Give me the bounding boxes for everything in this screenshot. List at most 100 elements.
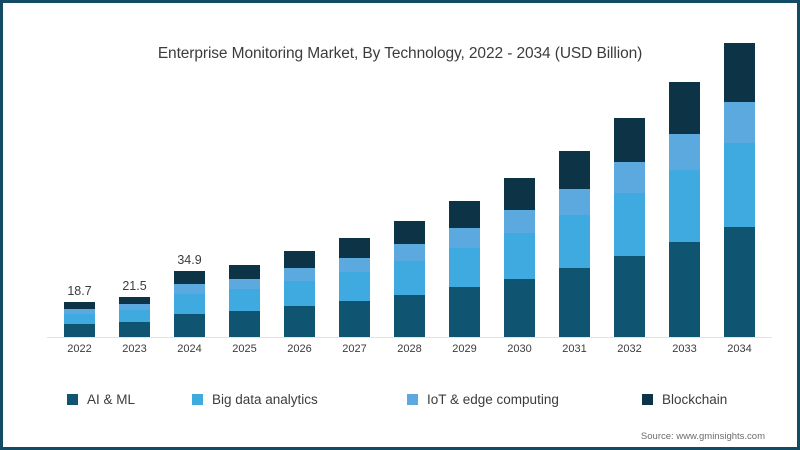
bar-segment: [724, 42, 755, 103]
x-axis: 2022 2023 2024 2025 2026 2027 2028 2029 2030 2031…: [52, 343, 767, 363]
x-axis-tick-label: 2030: [507, 343, 532, 355]
bar-column: [449, 200, 480, 337]
bar-segment: [229, 264, 260, 279]
legend-label: Blockchain: [662, 391, 728, 407]
bar-segment: [724, 227, 755, 337]
bar-column: [229, 264, 260, 337]
bar-segment: [669, 82, 700, 134]
bar-segment: [229, 278, 260, 290]
bar-segment: [174, 293, 205, 314]
bar-segment: [449, 247, 480, 288]
bar-column: [669, 82, 700, 337]
bar-segment: [724, 102, 755, 144]
chart-canvas: Enterprise Monitoring Market, By Technol…: [6, 6, 794, 444]
x-axis-tick-label: 2033: [672, 343, 697, 355]
bar-segment: [614, 118, 645, 163]
bar-segment: [669, 242, 700, 337]
source-credit: Source: www.gminsights.com: [640, 431, 765, 442]
x-axis-tick-label: 2029: [452, 343, 477, 355]
bar-segment: [504, 210, 535, 233]
bar-segment: [284, 305, 315, 337]
x-axis-tick-label: 2031: [562, 343, 587, 355]
bar-segment: [614, 162, 645, 194]
bar-segment: [614, 193, 645, 257]
x-axis-tick-label: 2024: [177, 343, 202, 355]
legend-label: AI & ML: [87, 391, 136, 407]
axis-baseline: [47, 337, 772, 338]
x-axis-tick-label: 2023: [122, 343, 147, 355]
bar-column: [559, 150, 590, 337]
bar-segment: [64, 301, 95, 309]
bar-value-label: 34.9: [177, 253, 202, 268]
bar-segment: [449, 287, 480, 337]
bar-segment: [339, 238, 370, 259]
legend-item[interactable]: IoT & edge computing: [407, 392, 559, 407]
bar-segment: [174, 313, 205, 337]
bar-segment: [284, 268, 315, 281]
legend-item[interactable]: Blockchain: [642, 392, 727, 407]
bar-segment: [394, 294, 425, 337]
bar-segment: [64, 313, 95, 325]
bar-segment: [724, 143, 755, 228]
bar-column: [284, 251, 315, 337]
bar-segment: [449, 227, 480, 248]
legend-swatch-icon: [67, 393, 78, 405]
bar-segment: [504, 278, 535, 337]
x-axis-tick-label: 2032: [617, 343, 642, 355]
x-axis-tick-label: 2022: [67, 343, 92, 355]
bar-segment: [339, 272, 370, 302]
bar-segment: [669, 169, 700, 243]
bar-segment: [339, 258, 370, 273]
bar-segment: [559, 268, 590, 337]
x-axis-tick-label: 2027: [342, 343, 367, 355]
bar-segment: [119, 309, 150, 323]
legend-item[interactable]: Big data analytics: [192, 392, 318, 407]
x-axis-tick-label: 2025: [232, 343, 257, 355]
bar-value-label: 18.7: [67, 283, 92, 298]
x-axis-tick-label: 2028: [397, 343, 422, 355]
legend-label: IoT & edge computing: [427, 391, 559, 407]
bar-column: [394, 220, 425, 337]
bar-column: 21.5: [119, 279, 150, 337]
legend-item[interactable]: AI & ML: [67, 392, 135, 407]
chart-title: Enterprise Monitoring Market, By Technol…: [157, 45, 643, 62]
bar-segment: [559, 214, 590, 269]
bar-segment: [174, 284, 205, 294]
bar-column: [724, 42, 755, 337]
bar-segment: [614, 256, 645, 337]
bar-segment: [339, 301, 370, 337]
x-axis-tick-label: 2034: [727, 343, 752, 355]
bar-segment: [174, 271, 205, 285]
bar-segment: [119, 322, 150, 337]
bar-segment: [64, 324, 95, 337]
bar-segment: [119, 296, 150, 304]
plot-area: 18.7 21.5 34.9: [52, 42, 767, 337]
bar-segment: [504, 178, 535, 211]
bar-segment: [284, 280, 315, 306]
bar-segment: [229, 310, 260, 337]
legend-swatch-icon: [192, 393, 203, 405]
bar-segment: [119, 303, 150, 310]
bar-segment: [394, 220, 425, 244]
bar-column: [504, 178, 535, 337]
bar-segment: [64, 308, 95, 314]
x-axis-tick-label: 2026: [287, 343, 312, 355]
legend-swatch-icon: [642, 393, 653, 405]
legend-label: Big data analytics: [212, 391, 318, 407]
bar-value-label: 21.5: [122, 278, 147, 293]
bar-segment: [559, 150, 590, 189]
bar-segment: [449, 200, 480, 228]
bar-segment: [229, 289, 260, 311]
bar-segment: [284, 251, 315, 269]
bar-segment: [559, 188, 590, 215]
chart-legend: AI & ML Big data analytics IoT & edge comp…: [67, 386, 753, 412]
bar-column: 18.7: [64, 284, 95, 337]
bar-segment: [504, 232, 535, 279]
bar-column: [614, 118, 645, 337]
bar-segment: [394, 243, 425, 261]
legend-swatch-icon: [407, 393, 418, 405]
bar-segment: [394, 260, 425, 295]
bar-column: 34.9: [174, 253, 205, 337]
bar-column: [339, 238, 370, 337]
